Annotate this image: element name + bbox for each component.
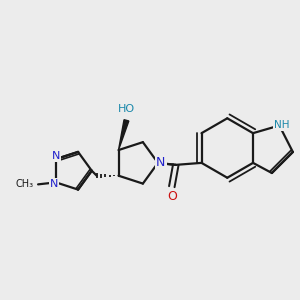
Text: N: N <box>156 156 166 170</box>
Text: HO: HO <box>118 104 135 114</box>
Polygon shape <box>118 120 129 150</box>
Text: N: N <box>50 179 58 189</box>
Text: CH₃: CH₃ <box>16 179 34 189</box>
Text: NH: NH <box>274 121 289 130</box>
Text: O: O <box>167 190 177 203</box>
Text: N: N <box>52 151 60 161</box>
